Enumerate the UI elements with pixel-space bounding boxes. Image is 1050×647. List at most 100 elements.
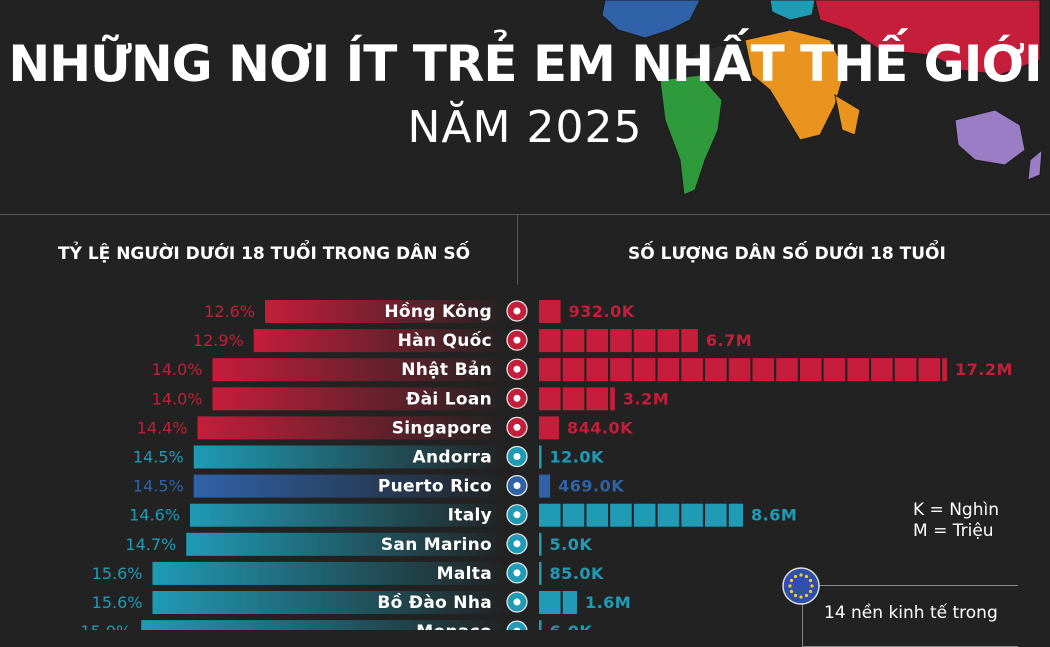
pop-bar-segment: [657, 329, 680, 353]
map-new-zealand: [1027, 148, 1043, 181]
column-divider: [517, 215, 518, 285]
pct-label: 14.7%: [125, 535, 176, 554]
pop-bar-segment: [610, 329, 632, 353]
map-australia: [954, 109, 1026, 166]
pct-label: 14.5%: [133, 448, 184, 467]
world-map-illustration: [601, 0, 1043, 196]
pop-bar-segment: [539, 620, 542, 630]
country-label: San Marino: [381, 535, 492, 555]
pct-label: 15.6%: [92, 593, 143, 612]
pct-bar: [141, 620, 505, 630]
pop-value-label: 844.0K: [567, 418, 633, 437]
country-label: Monaco: [416, 622, 492, 630]
hong-kong-flag-icon-emblem: [513, 307, 521, 315]
pct-bar: [212, 358, 505, 382]
eu-star: [804, 593, 809, 598]
pct-label: 15.6%: [92, 564, 143, 583]
pop-value-label: 12.0K: [550, 448, 604, 467]
map-asia: [814, 0, 1041, 76]
pop-bar-segment: [633, 329, 656, 353]
pop-bar-segment: [871, 358, 893, 382]
pop-bar-segment: [847, 358, 869, 382]
pct-bar: [197, 416, 505, 440]
singapore-flag-icon-emblem: [513, 423, 521, 431]
pop-bar-segment: [681, 503, 703, 527]
south-korea-flag-icon-emblem: [513, 336, 521, 344]
pop-bar-segment: [633, 358, 656, 382]
pop-value-label: 85.0K: [550, 564, 604, 583]
pct-bar: [193, 474, 505, 498]
pop-bar-segment: [539, 532, 542, 556]
pop-bar-segment: [799, 358, 822, 382]
pop-value-label: 469.0K: [558, 477, 624, 496]
page-subtitle: NĂM 2025: [407, 102, 643, 153]
country-label: Đài Loan: [406, 389, 492, 409]
pct-label: 14.5%: [133, 477, 184, 496]
eu-star: [808, 589, 813, 594]
pop-bar-segment: [894, 358, 917, 382]
pct-bar: [152, 591, 505, 614]
eu-flag-icon: [782, 567, 820, 605]
pop-value-label: 6.0K: [550, 622, 593, 630]
country-label: Bồ Đào Nha: [377, 592, 492, 613]
pop-bar-segment: [918, 358, 941, 382]
pop-bar-segment: [728, 358, 751, 382]
pct-bar: [265, 300, 505, 323]
pop-bar-segment: [539, 503, 561, 527]
malta-flag-icon-emblem: [513, 569, 521, 577]
map-europe-north: [769, 0, 816, 21]
san-marino-flag-icon-emblem: [513, 540, 521, 548]
pop-bar-segment: [610, 387, 615, 411]
pct-bar: [152, 561, 505, 585]
italy-flag-icon-emblem: [513, 511, 521, 519]
pct-label: 12.9%: [193, 331, 244, 350]
pop-bar-segment: [539, 561, 542, 585]
pop-bar-segment: [562, 591, 577, 614]
pct-label: 12.6%: [204, 302, 255, 321]
country-label: Nhật Bản: [401, 360, 492, 380]
pop-bar-segment: [539, 358, 561, 382]
eu-star: [788, 584, 792, 588]
japan-flag-icon-emblem: [513, 365, 521, 373]
pop-bar-segment: [539, 387, 561, 411]
pop-bar-segment: [586, 503, 609, 527]
page-title: NHỮNG NƠI ÍT TRẺ EM NHẤT THẾ GIỚI: [8, 35, 1042, 93]
pop-bar-segment: [705, 358, 727, 382]
map-central-america: [688, 44, 746, 71]
pop-bar-segment: [823, 358, 846, 382]
country-label: Singapore: [392, 418, 492, 438]
pop-value-label: 932.0K: [569, 302, 635, 321]
eu-star: [789, 589, 794, 594]
pop-value-label: 5.0K: [550, 535, 593, 554]
country-label: Andorra: [413, 448, 492, 468]
pct-bar: [253, 329, 505, 353]
pop-bar-segment: [681, 358, 703, 382]
map-north-america: [601, 0, 701, 39]
pop-bar-segment: [752, 358, 775, 382]
pop-bar-segment: [681, 329, 698, 353]
pop-bar-segment: [562, 387, 585, 411]
pop-bar-segment: [539, 300, 561, 323]
monaco-flag-icon-emblem: [513, 627, 521, 630]
pop-bar-segment: [705, 503, 727, 527]
andorra-flag-icon-emblem: [513, 453, 521, 460]
country-label: Malta: [437, 564, 492, 584]
pop-bar-segment: [539, 591, 561, 614]
eu-star: [804, 574, 809, 579]
pop-value-label: 8.6M: [751, 506, 797, 525]
pop-bar-segment: [610, 503, 632, 527]
pop-bar-segment: [562, 329, 585, 353]
right-column-heading: SỐ LƯỢNG DÂN SỐ DƯỚI 18 TUỔI: [628, 244, 946, 264]
pct-bar: [186, 532, 505, 556]
pop-bar-segment: [942, 358, 947, 382]
pop-bar-segment: [539, 474, 551, 498]
eu-star: [810, 584, 814, 588]
legend-million: M = Triệu: [913, 521, 994, 541]
pop-bar-segment: [657, 503, 680, 527]
pop-bar-segment: [633, 503, 656, 527]
pop-bar-segment: [586, 387, 609, 411]
pop-bar-segment: [539, 329, 561, 353]
pop-value-label: 3.2M: [623, 389, 669, 408]
pop-bar-segment: [776, 358, 798, 382]
eu-star: [808, 578, 813, 583]
